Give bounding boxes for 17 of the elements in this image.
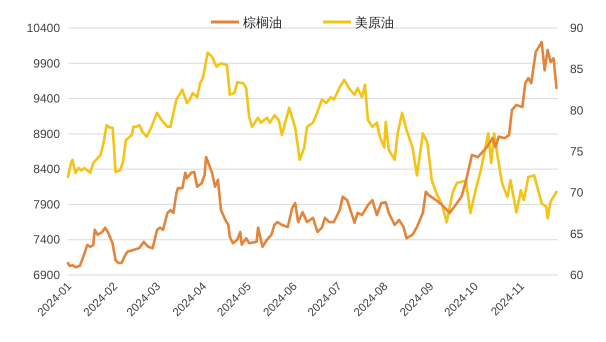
y2-tick-label: 85 <box>570 62 584 76</box>
y-tick-label: 7900 <box>33 197 60 212</box>
y-tick-label: 9900 <box>33 56 60 70</box>
legend-label: 美原油 <box>355 15 394 30</box>
y2-tick-label: 65 <box>570 226 584 241</box>
y2-tick-label: 80 <box>570 103 584 118</box>
y2-tick-label: 75 <box>570 144 584 158</box>
y2-tick-label: 60 <box>570 268 584 282</box>
y2-tick-label: 70 <box>570 186 584 200</box>
y-tick-label: 8400 <box>33 162 60 176</box>
y-tick-label: 9400 <box>33 92 60 106</box>
y-tick-label: 6900 <box>33 268 60 282</box>
y-tick-label: 10400 <box>26 21 60 35</box>
y-tick-label: 8900 <box>33 126 60 141</box>
y2-tick-label: 90 <box>570 21 584 35</box>
y-tick-label: 7400 <box>33 232 60 247</box>
legend-label: 棕榈油 <box>243 15 282 30</box>
